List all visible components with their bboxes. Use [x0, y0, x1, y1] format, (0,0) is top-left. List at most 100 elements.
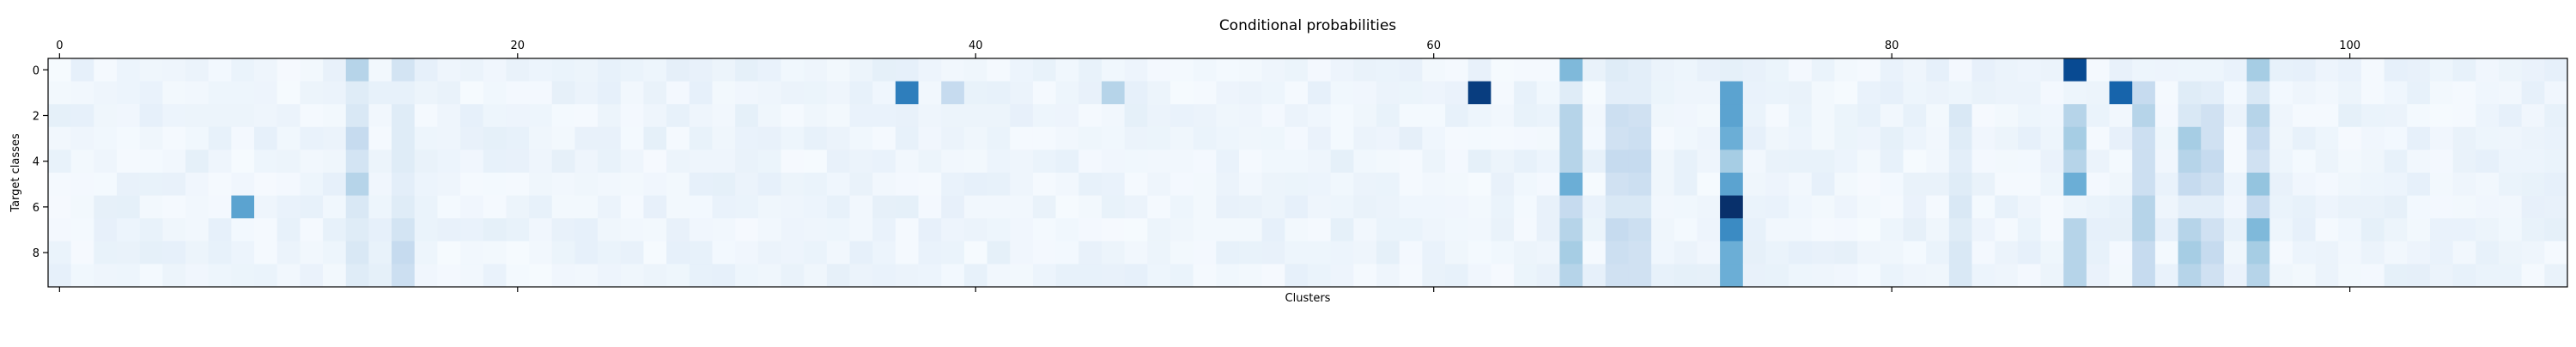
heatmap-cell — [2360, 58, 2385, 82]
heatmap-cell — [2154, 195, 2178, 219]
heatmap-cell — [208, 240, 232, 265]
heatmap-cell — [254, 218, 278, 242]
heatmap-cell — [826, 240, 850, 265]
heatmap-cell — [2315, 218, 2339, 242]
heatmap-cell — [1376, 173, 1400, 196]
heatmap-cell — [2132, 240, 2156, 265]
heatmap-cell — [1285, 104, 1309, 128]
heatmap-cell — [2132, 173, 2156, 196]
heatmap-cell — [2292, 126, 2316, 150]
heatmap-cell — [1948, 240, 1972, 265]
heatmap-cell — [1147, 195, 1171, 219]
heatmap-cell — [345, 126, 369, 150]
heatmap-cell — [1811, 126, 1835, 150]
heatmap-cell — [2292, 264, 2316, 288]
heatmap-cell — [1903, 195, 1927, 219]
heatmap-cell — [1467, 58, 1492, 82]
heatmap-cell — [392, 126, 416, 150]
heatmap-cell — [1559, 218, 1583, 242]
heatmap-cell — [712, 264, 736, 288]
heatmap-cell — [757, 195, 781, 219]
heatmap-cell — [414, 195, 438, 219]
heatmap-cell — [689, 218, 713, 242]
heatmap-cell — [2476, 81, 2500, 105]
heatmap-cell — [1674, 240, 1698, 265]
heatmap-cell — [1811, 218, 1835, 242]
heatmap-cell — [1467, 81, 1492, 105]
heatmap-cell — [185, 126, 210, 150]
heatmap-cell — [1124, 173, 1148, 196]
heatmap-cell — [872, 58, 896, 82]
heatmap-cell — [231, 58, 255, 82]
heatmap-cell — [300, 104, 324, 128]
heatmap-cell — [1697, 58, 1721, 82]
heatmap-cell — [1789, 104, 1813, 128]
heatmap-cell — [1170, 218, 1194, 242]
heatmap-cell — [1445, 104, 1469, 128]
heatmap-cell — [735, 264, 759, 288]
heatmap-cell — [712, 104, 736, 128]
heatmap-cell — [1238, 173, 1263, 196]
heatmap-cell — [1147, 58, 1171, 82]
heatmap-cell — [2269, 240, 2293, 265]
heatmap-cell — [2429, 81, 2454, 105]
heatmap-cell — [2201, 149, 2225, 174]
heatmap-cell — [1811, 240, 1835, 265]
heatmap-cell — [2223, 218, 2247, 242]
heatmap-cell — [1055, 173, 1079, 196]
heatmap-cell — [392, 240, 416, 265]
heatmap-cell — [1674, 195, 1698, 219]
heatmap-cell — [139, 81, 163, 105]
heatmap-cell — [48, 173, 72, 196]
heatmap-cell — [70, 149, 94, 174]
heatmap-cell — [1651, 58, 1675, 82]
heatmap-cell — [2292, 173, 2316, 196]
heatmap-cell — [1238, 126, 1263, 150]
heatmap-cell — [574, 58, 598, 82]
heatmap-cell — [2360, 149, 2385, 174]
heatmap-cell — [712, 240, 736, 265]
heatmap-cell — [117, 104, 141, 128]
heatmap-cell — [2407, 126, 2431, 150]
heatmap-cell — [1353, 264, 1377, 288]
heatmap-cell — [2246, 173, 2270, 196]
heatmap-cell — [1032, 81, 1056, 105]
heatmap-cell — [2201, 173, 2225, 196]
heatmap-cell — [1261, 195, 1285, 219]
heatmap-cell — [2544, 173, 2568, 196]
heatmap-cell — [48, 149, 72, 174]
heatmap-cell — [1811, 104, 1835, 128]
heatmap-cell — [2223, 264, 2247, 288]
heatmap-cell — [1880, 173, 1904, 196]
heatmap-cell — [2063, 126, 2087, 150]
heatmap-cell — [208, 81, 232, 105]
heatmap-cell — [2178, 218, 2202, 242]
heatmap-cell — [1765, 149, 1789, 174]
heatmap-cell — [1330, 173, 1354, 196]
heatmap-cell — [1948, 126, 1972, 150]
heatmap-cell — [804, 240, 828, 265]
heatmap-cell — [506, 173, 530, 196]
heatmap-cell — [139, 195, 163, 219]
heatmap-cell — [2521, 264, 2545, 288]
y-tick-label: 8 — [33, 247, 39, 260]
heatmap-cell — [2269, 218, 2293, 242]
heatmap-cell — [551, 218, 575, 242]
heatmap-cell — [1467, 218, 1492, 242]
heatmap-cell — [2315, 264, 2339, 288]
heatmap-cell — [1742, 218, 1766, 242]
heatmap-cell — [735, 195, 759, 219]
heatmap-cell — [1422, 126, 1446, 150]
heatmap-cell — [2384, 149, 2408, 174]
heatmap-cell — [1147, 218, 1171, 242]
heatmap-cell — [689, 149, 713, 174]
heatmap-cell — [872, 149, 896, 174]
heatmap-cell — [1628, 264, 1652, 288]
heatmap-cell — [117, 149, 141, 174]
heatmap-cell — [2407, 240, 2431, 265]
heatmap-cell — [2407, 149, 2431, 174]
heatmap-cell — [2178, 104, 2202, 128]
heatmap-cell — [849, 240, 873, 265]
heatmap-cell — [254, 104, 278, 128]
heatmap-cell — [1170, 58, 1194, 82]
